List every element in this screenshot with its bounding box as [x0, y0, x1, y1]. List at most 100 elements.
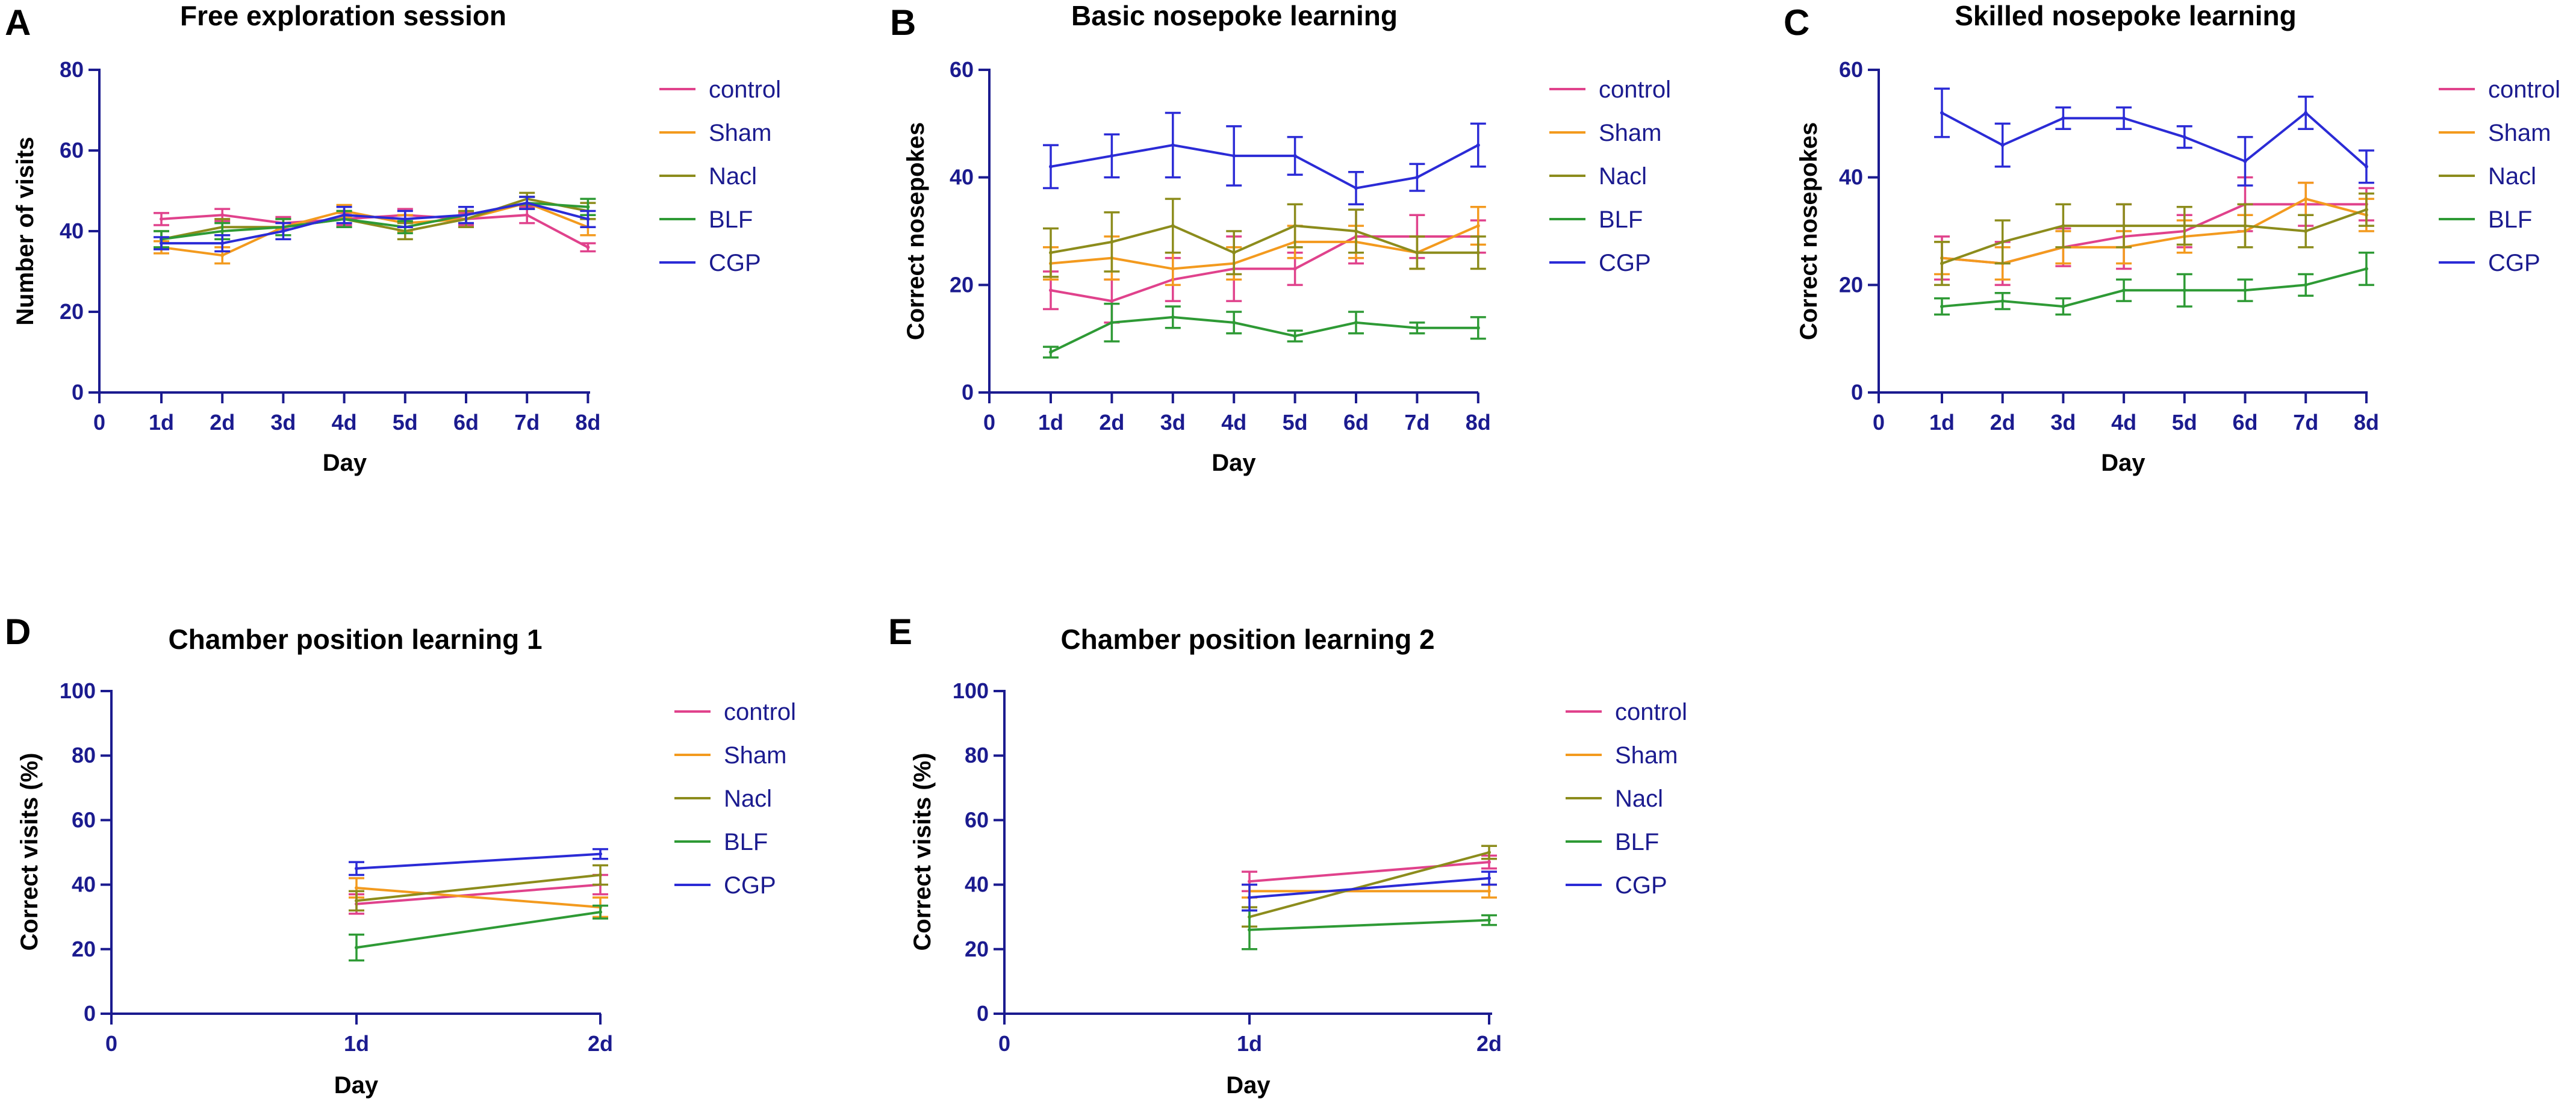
data-point — [2000, 240, 2005, 244]
legend-label: CGP — [1615, 872, 1667, 899]
chart-title: Chamber position learning 2 — [1060, 624, 1434, 655]
x-tick-label: 8d — [575, 410, 600, 435]
x-tick-label: 1d — [1929, 410, 1955, 435]
series-cgp — [1934, 87, 2374, 187]
panel-letter: B — [890, 2, 916, 43]
chart-panel-d: D Chamber position learning 1 0 20 40 60 80 100… — [5, 612, 796, 1099]
data-point — [1171, 267, 1175, 271]
chart-panel-c: C Skilled nosepoke learning 0 20 40 60 0 1d 2d 3d… — [1784, 0, 2560, 476]
legend-label: BLF — [1599, 206, 1643, 233]
x-tick-label: 7d — [1404, 410, 1430, 435]
data-point — [2243, 159, 2247, 163]
series-blf — [1934, 251, 2374, 316]
x-tick-label: 1d — [1038, 410, 1063, 435]
series-control — [1043, 208, 1486, 324]
series-control — [154, 206, 596, 253]
x-tick-label: 5d — [2172, 410, 2197, 435]
data-point — [1354, 320, 1358, 324]
legend-label: BLF — [724, 829, 768, 855]
x-tick-label: 8d — [1466, 410, 1491, 435]
data-point — [1110, 299, 1114, 303]
data-point — [2304, 111, 2308, 115]
x-tick-label: 6d — [2232, 410, 2257, 435]
series-line — [356, 886, 601, 909]
legend-label: CGP — [724, 872, 776, 899]
data-point — [1171, 224, 1175, 228]
x-tick-label: 3d — [2050, 410, 2076, 435]
legend-label: control — [1615, 699, 1687, 725]
series-line — [1249, 876, 1490, 899]
series-cgp — [154, 196, 596, 253]
data-point — [1110, 154, 1114, 158]
legend-label: Sham — [709, 120, 772, 146]
legend-label: Nacl — [2488, 163, 2536, 190]
y-axis-title: Correct nosepokes — [903, 122, 929, 340]
chart-title: Chamber position learning 1 — [168, 624, 542, 655]
legend-label: Nacl — [1599, 163, 1647, 190]
x-tick-label: 4d — [1221, 410, 1246, 435]
data-point — [1487, 851, 1491, 854]
legend-label: Sham — [1599, 120, 1662, 146]
series-nacl — [1043, 197, 1486, 278]
x-tick-label: 2d — [1476, 1031, 1502, 1056]
data-point — [220, 229, 225, 233]
data-point — [2000, 299, 2005, 303]
series-blf — [1043, 302, 1486, 359]
y-axis-title: Number of visits — [12, 137, 39, 325]
y-tick-label: 60 — [950, 57, 974, 82]
data-point — [2364, 267, 2368, 271]
x-axis-title: Day — [323, 450, 367, 476]
y-tick-label: 0 — [962, 380, 974, 405]
data-point — [2122, 288, 2126, 293]
data-point — [1049, 350, 1053, 354]
series-line — [356, 852, 601, 870]
data-point — [1110, 320, 1114, 324]
series-line — [1050, 224, 1478, 254]
data-point — [220, 241, 225, 246]
x-origin-label: 0 — [998, 1031, 1010, 1056]
legend-label: CGP — [1599, 250, 1651, 276]
series-line — [161, 197, 588, 241]
x-axis-title: Day — [2101, 450, 2145, 476]
data-point — [1049, 250, 1053, 255]
data-point — [281, 229, 285, 233]
y-tick-label: 0 — [84, 1001, 96, 1026]
data-point — [525, 201, 529, 205]
x-tick-label: 2d — [1099, 410, 1124, 435]
legend-label: Nacl — [1615, 786, 1663, 812]
legend-label: BLF — [1615, 829, 1659, 855]
series-line — [1941, 208, 2367, 265]
x-origin-label: 0 — [1873, 410, 1885, 435]
y-tick-label: 0 — [72, 380, 84, 405]
legend-label: Sham — [1615, 742, 1678, 769]
x-origin-label: 0 — [983, 410, 995, 435]
data-point — [1232, 250, 1236, 255]
y-tick-label: 0 — [1851, 380, 1863, 405]
series-line — [1050, 235, 1478, 303]
x-tick-label: 3d — [270, 410, 296, 435]
series-line — [1941, 111, 2368, 168]
chart-panel-b: B Basic nosepoke learning 0 20 40 60 0 1d 2d 3d 4d… — [890, 0, 1671, 476]
panel-letter: E — [888, 612, 912, 652]
x-tick-label: 6d — [1343, 410, 1369, 435]
y-axis-title: Correct visits (%) — [16, 753, 43, 951]
series-line — [1941, 197, 2367, 265]
y-tick-label: 60 — [1839, 57, 1863, 82]
panel-letter: C — [1784, 2, 1809, 43]
data-point — [1248, 928, 1251, 932]
y-tick-label: 40 — [1839, 165, 1863, 190]
chart-panel-e: E Chamber position learning 2 0 20 40 60 80 100… — [888, 612, 1687, 1099]
data-point — [1293, 267, 1297, 271]
series-line — [1941, 203, 2366, 265]
series-nacl — [1242, 845, 1497, 928]
data-point — [2182, 135, 2186, 139]
legend-label: Nacl — [709, 163, 757, 190]
data-point — [1049, 288, 1053, 293]
series-cgp — [1043, 111, 1486, 206]
data-point — [464, 213, 468, 217]
legend-label: control — [724, 699, 796, 725]
data-point — [1415, 326, 1419, 330]
data-point — [1293, 224, 1297, 228]
legend-label: CGP — [709, 250, 761, 276]
